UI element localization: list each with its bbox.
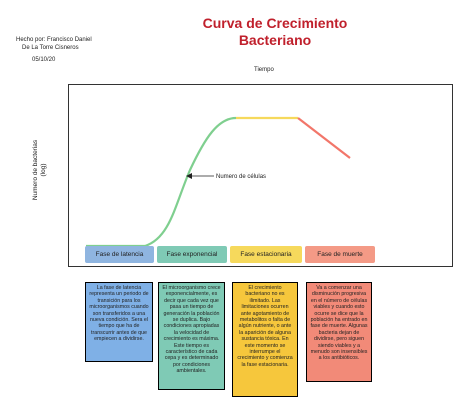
phase-death-label: Fase de muerte bbox=[305, 246, 375, 263]
phase-death-description: Va a comenzar una disminución progresiva… bbox=[306, 282, 372, 382]
phase-exponential-label: Fase exponencial bbox=[157, 246, 227, 263]
author-credit: Hecho por: Francisco Daniel De La Torre … bbox=[16, 36, 126, 52]
phase-stationary-description: El crecimiento bacteriano no es ilimitad… bbox=[232, 282, 298, 397]
arrow-head-icon bbox=[186, 173, 192, 179]
title-line-2: Bacteriano bbox=[238, 32, 312, 48]
phase-exponential-description: El microorganismo crece exponencialmente… bbox=[158, 282, 225, 390]
title-line-1: Curva de Crecimiento bbox=[202, 15, 348, 31]
date-label: 05/10/20 bbox=[32, 57, 56, 63]
diagram-title: Curva de Crecimiento Bacteriano bbox=[190, 15, 360, 49]
phase-stationary-label: Fase estacionaria bbox=[230, 246, 302, 263]
phase-lag-description: La fase de latencia representa un period… bbox=[85, 282, 153, 362]
cells-annotation-label: Numero de células bbox=[216, 174, 267, 180]
plot-frame bbox=[68, 84, 453, 267]
phase-lag-label: Fase de latencia bbox=[85, 246, 154, 263]
author-line-2: De La Torre Cisneros bbox=[22, 45, 79, 51]
death-segment bbox=[297, 117, 351, 159]
x-axis-label: Tiempo bbox=[254, 67, 274, 73]
exponential-segment bbox=[144, 116, 237, 248]
author-line-1: Hecho por: Francisco Daniel bbox=[16, 37, 92, 43]
